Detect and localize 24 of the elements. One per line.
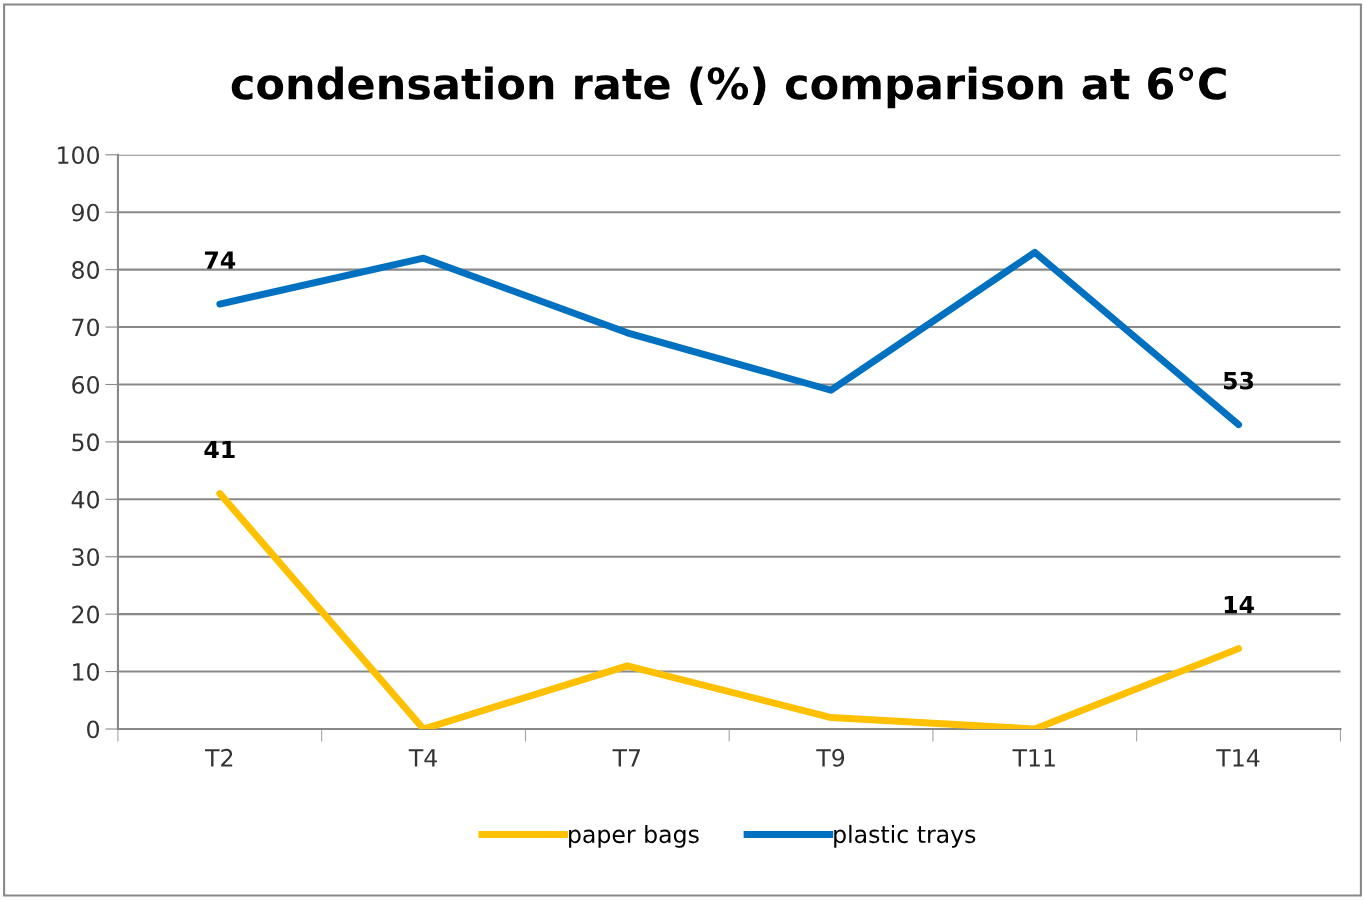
y-tick-label: 70: [72, 318, 100, 337]
x-tick-label: T14: [1216, 749, 1260, 767]
y-tick-label: 30: [72, 548, 100, 567]
legend-label: paper bags: [569, 824, 699, 848]
data-label: 53: [1223, 371, 1254, 390]
y-tick-label: 60: [72, 375, 100, 394]
y-tick-label: 0: [87, 720, 100, 739]
data-label: 74: [204, 251, 236, 269]
y-tick-label: 20: [72, 605, 100, 624]
y-tick-label: 80: [72, 261, 100, 279]
y-tick-label: 10: [73, 663, 100, 681]
x-tick-label: T2: [205, 748, 233, 767]
legend-label: plastic trays: [834, 824, 976, 848]
y-tick-label: 50: [72, 433, 100, 452]
data-label: 14: [1224, 595, 1254, 614]
x-tick-label: T4: [408, 749, 437, 767]
data-label: 41: [204, 440, 235, 459]
y-tick-label: 100: [58, 146, 100, 165]
x-tick-label: T11: [1012, 749, 1055, 767]
y-tick-label: 40: [71, 490, 100, 509]
x-tick-label: T9: [816, 748, 845, 767]
y-tick-label: 90: [72, 203, 100, 222]
x-tick-label: T7: [612, 749, 641, 767]
chart-title: condensation rate (%) comparison at 6°C: [231, 66, 1226, 109]
